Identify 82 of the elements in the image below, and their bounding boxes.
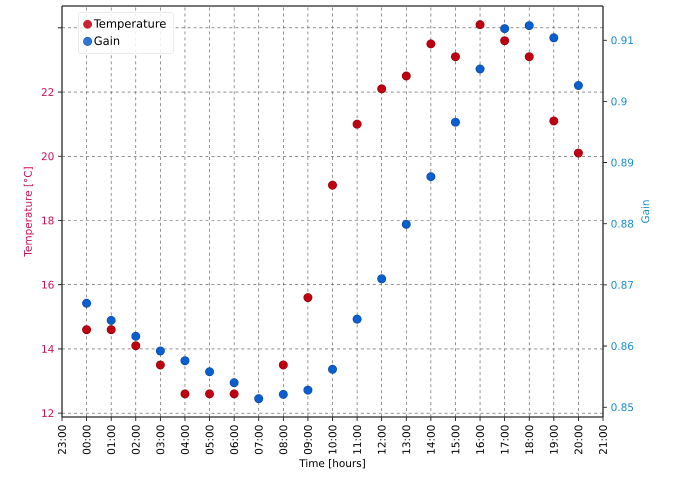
x-tick-label: 10:00 — [328, 425, 336, 454]
point — [476, 64, 485, 74]
y2-tick-label: 0.88 — [611, 220, 634, 228]
x-tick-label: 16:00 — [476, 425, 484, 454]
y-tick-label: 16 — [42, 280, 54, 289]
x-tick-label: 17:00 — [500, 425, 509, 454]
y2-tick-label: 0.9 — [611, 97, 627, 106]
point — [500, 24, 510, 34]
x-tick-label: 06:00 — [230, 425, 238, 454]
x-tick-label: 02:00 — [132, 425, 140, 454]
x-tick-label: 12:00 — [378, 425, 386, 454]
x-tick-label: 14:00 — [426, 425, 435, 454]
x-tick-label: 08:00 — [279, 425, 288, 454]
point — [106, 316, 116, 325]
point — [450, 52, 460, 62]
point — [524, 21, 534, 30]
point — [549, 33, 558, 42]
point — [82, 298, 92, 308]
x-tick-label: 15:00 — [452, 425, 460, 454]
point — [500, 36, 510, 46]
point — [205, 367, 214, 376]
x-axis-title: Time [hours] — [299, 459, 365, 468]
point — [450, 118, 460, 127]
point — [230, 389, 239, 398]
y-axis-title: Temperature [°C] — [24, 167, 34, 257]
x-tick-label: 18:00 — [525, 425, 534, 454]
point — [377, 84, 386, 94]
point — [549, 116, 558, 126]
y2-tick-label: 0.85 — [611, 403, 634, 412]
x-tick-label: 19:00 — [550, 425, 558, 454]
legend-label: Temperature — [94, 19, 166, 30]
point — [352, 120, 362, 129]
point — [574, 148, 583, 158]
point — [377, 274, 386, 284]
x-tick-label: 05:00 — [206, 425, 214, 454]
point — [574, 81, 583, 90]
y2-tick-label: 0.91 — [611, 36, 633, 44]
point — [402, 72, 411, 80]
x-tick-label: 20:00 — [574, 425, 582, 454]
point — [303, 293, 312, 302]
point — [524, 52, 534, 62]
point — [476, 20, 485, 30]
point — [205, 389, 214, 398]
point — [131, 341, 140, 350]
x-tick-label: 03:00 — [156, 425, 164, 454]
point — [278, 390, 288, 399]
point — [278, 360, 288, 370]
y2-axis-title: Gain — [641, 200, 650, 223]
x-tick-label: 01:00 — [107, 425, 116, 454]
x-tick-label: 21:00 — [599, 425, 607, 454]
y2-tick-label: 0.86 — [611, 342, 634, 350]
point — [180, 356, 190, 366]
y-tick-label: 14 — [42, 345, 54, 353]
point — [230, 378, 239, 388]
point — [426, 39, 436, 48]
y2-tick-label: 0.89 — [611, 158, 634, 167]
y-tick-label: 20 — [42, 152, 54, 160]
legend-label: Gain — [94, 36, 120, 46]
x-tick-label: 04:00 — [181, 425, 189, 454]
point — [106, 325, 116, 334]
x-tick-label: 07:00 — [254, 425, 263, 454]
point — [131, 332, 140, 341]
x-tick-label: 13:00 — [402, 425, 410, 454]
point — [352, 314, 362, 324]
point — [426, 172, 436, 182]
point — [180, 389, 190, 398]
point — [328, 180, 337, 190]
y-tick-label: 18 — [42, 216, 54, 224]
y-tick-label: 12 — [42, 409, 54, 418]
x-tick-label: 09:00 — [304, 425, 312, 454]
x-tick-label: 00:00 — [82, 425, 91, 454]
point — [156, 346, 165, 356]
y-tick-label: 22 — [42, 88, 54, 96]
point — [328, 364, 337, 374]
point — [402, 220, 411, 229]
point — [82, 325, 92, 334]
y2-tick-label: 0.87 — [611, 280, 634, 289]
point — [303, 386, 312, 395]
point — [156, 360, 165, 370]
x-tick-label: 23:00 — [58, 425, 66, 454]
point — [254, 394, 264, 404]
x-tick-label: 11:00 — [353, 425, 362, 454]
